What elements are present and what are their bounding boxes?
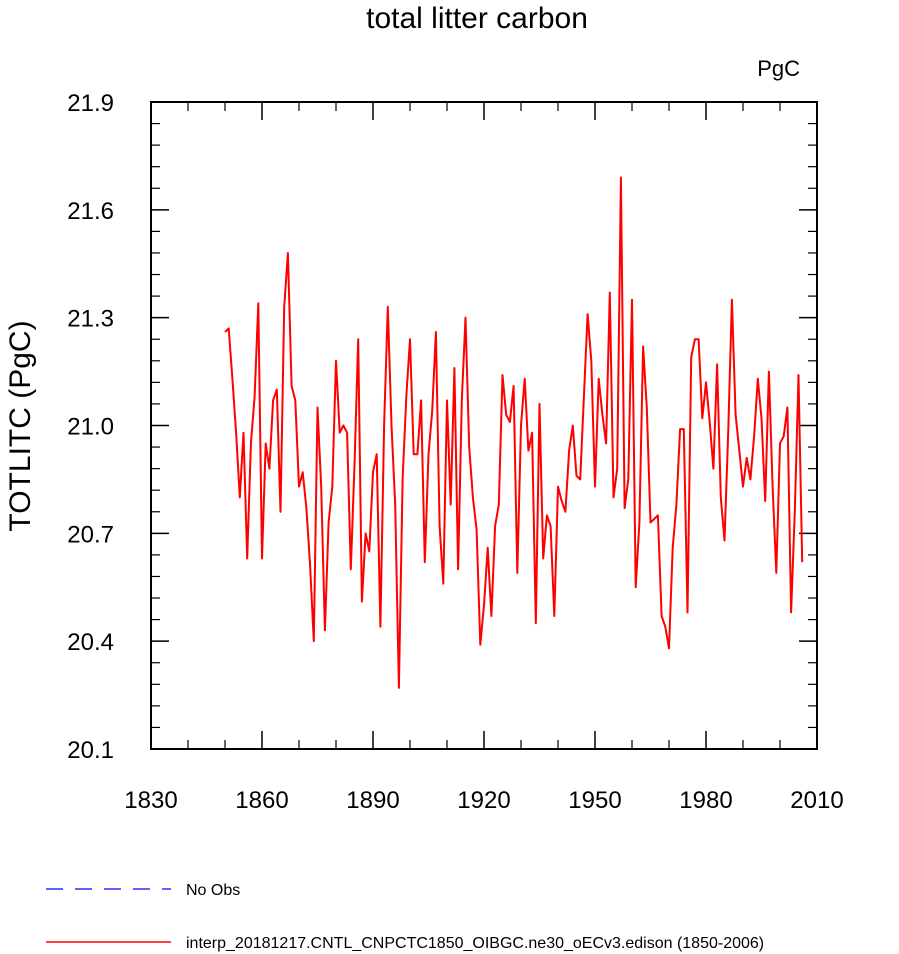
- series-layer: [224, 176, 804, 689]
- y-tick-label: 20.7: [67, 521, 114, 548]
- y-tick-label: 21.3: [67, 306, 114, 333]
- x-tick-label: 1920: [457, 787, 510, 814]
- plot-frame: [150, 101, 818, 750]
- y-tick-label: 20.4: [67, 629, 114, 656]
- y-tick-labels: 20.1 20.4 20.7 21.0 21.3 21.6 21.9: [67, 90, 114, 764]
- y-tick-label: 21.0: [67, 414, 114, 441]
- legend-label-model: interp_20181217.CNTL_CNPCTC1850_OIBGC.ne…: [186, 935, 764, 952]
- x-tick-label: 1860: [235, 787, 288, 814]
- y-axis-label: TOTLITC (PgC): [4, 320, 37, 531]
- legend-label-no-obs: No Obs: [186, 882, 240, 899]
- x-tick-label: 1830: [124, 787, 177, 814]
- y-tick-label: 21.9: [67, 90, 114, 117]
- y-tick-label: 20.1: [67, 737, 114, 764]
- x-tick-label: 1980: [679, 787, 732, 814]
- y-tick-label: 21.6: [67, 198, 114, 225]
- chart-title: total litter carbon: [366, 2, 588, 35]
- x-tick-label: 1890: [346, 787, 399, 814]
- series-line-1: [224, 176, 804, 689]
- x-tick-label: 2010: [790, 787, 843, 814]
- x-tick-label: 1950: [568, 787, 621, 814]
- units-label: PgC: [757, 56, 800, 81]
- axis-ticks: [150, 101, 818, 750]
- legend: No Obs interp_20181217.CNTL_CNPCTC1850_O…: [46, 882, 764, 952]
- x-tick-labels: 1830 1860 1890 1920 1950 1980 2010: [124, 787, 843, 814]
